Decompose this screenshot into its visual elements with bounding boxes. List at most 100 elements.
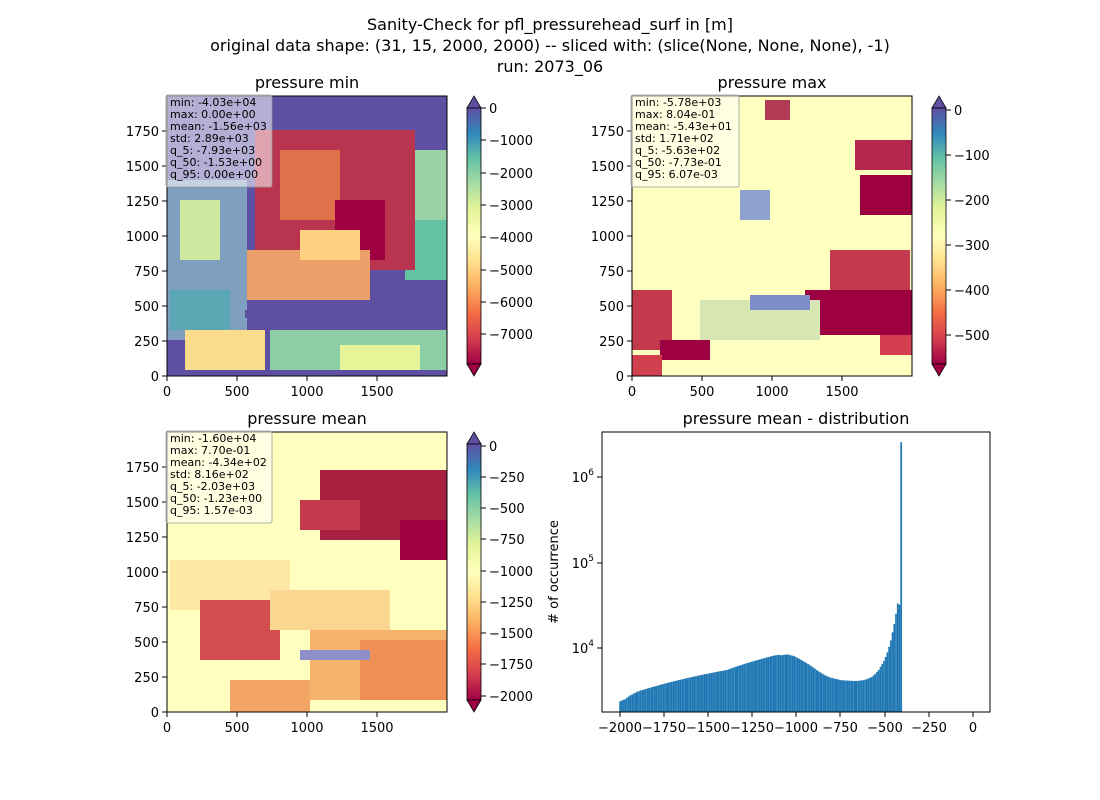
stat-line: q_50: -1.53e+00: [170, 156, 262, 169]
histogram-bar: [627, 696, 630, 712]
x-axis: 0 500 1000 1500: [163, 376, 394, 400]
colorbar-extend-min: [931, 363, 947, 377]
histogram-bar: [839, 680, 842, 712]
histogram-bar: [670, 681, 673, 712]
colorbar-tick-label: 0: [954, 104, 962, 119]
histogram-bar: [764, 657, 766, 712]
colorbar-tick-label: −1500: [489, 627, 533, 642]
histogram-bar: [814, 668, 816, 712]
colorbar-tick-label: −6000: [489, 296, 533, 311]
x-axis: 0 500 1000 1500: [628, 376, 859, 400]
histogram-bar: [860, 680, 863, 712]
histogram-bar: [872, 675, 875, 712]
y-tick-label: 1000: [591, 230, 624, 245]
histogram-bar: [807, 664, 809, 712]
histogram-bar: [722, 670, 725, 712]
histogram-bar: [895, 613, 897, 712]
histogram-bar: [652, 686, 654, 712]
histogram-bar: [677, 680, 680, 712]
histogram-bar: [781, 655, 784, 712]
histogram-bar: [808, 665, 811, 712]
x-tick-label: −250: [911, 721, 947, 736]
x-tick-label: 1500: [360, 721, 393, 736]
histogram-bar: [736, 666, 739, 712]
histogram-bar: [757, 659, 759, 712]
histogram-bar: [898, 604, 901, 712]
histogram-bar: [733, 667, 735, 712]
histogram-bar: [629, 695, 632, 712]
histogram-bar: [664, 683, 666, 712]
histogram-bar: [876, 671, 878, 712]
histogram-bar: [681, 679, 684, 712]
histogram-bar: [796, 657, 799, 712]
histogram-bar: [826, 676, 828, 712]
x-tick-label: 1500: [825, 385, 858, 400]
histogram-bar: [715, 671, 718, 712]
histogram-bar: [783, 654, 785, 712]
y-axis-label: # of occurrence: [547, 520, 562, 624]
histogram-bar: [774, 655, 777, 712]
histogram-bar: [646, 688, 649, 712]
histogram-bar: [831, 678, 834, 712]
colorbar-extend-min: [466, 363, 482, 377]
x-tick-label: 1500: [360, 385, 393, 400]
histogram-bar: [633, 693, 635, 712]
histogram-bar: [833, 678, 835, 712]
stat-line: q_50: -7.73e-01: [635, 156, 722, 169]
histogram-bar: [802, 660, 804, 712]
y-tick-label: 750: [134, 601, 159, 616]
colorbar-tick-label: −750: [489, 533, 525, 548]
colorbar-tick-label: −1000: [489, 134, 533, 149]
colorbar-tick-label: −4000: [489, 231, 533, 246]
y-tick-label: 0: [151, 370, 159, 385]
histogram-bar: [893, 623, 896, 712]
histogram-bar: [821, 673, 823, 712]
histogram-bar: [827, 676, 830, 712]
title-line-3: run: 2073_06: [497, 57, 603, 77]
histogram-bar: [838, 679, 840, 712]
histogram-bar: [641, 690, 644, 712]
panel-pressure-max: pressure max 0: [591, 73, 990, 400]
histogram-bar: [712, 672, 715, 712]
histogram-bar: [622, 699, 625, 712]
histogram-bar: [858, 680, 861, 712]
histogram-bar: [726, 669, 728, 712]
histogram-bar: [810, 666, 813, 712]
colorbar-tick-label: −2000: [489, 690, 533, 705]
x-tick-label: 0: [969, 721, 977, 736]
histogram-bar: [667, 682, 670, 712]
histogram-bar: [815, 669, 818, 712]
stat-line: mean: -5.43e+01: [635, 120, 732, 133]
histogram-bar: [739, 665, 742, 712]
histogram-bar: [702, 674, 704, 712]
histogram-bar: [691, 676, 694, 712]
histogram-bar: [638, 691, 640, 712]
histogram-bar: [693, 676, 696, 712]
histogram-bar: [829, 677, 832, 712]
histogram-bar: [657, 685, 659, 712]
histogram-bar: [824, 675, 827, 712]
y-tick-label: 250: [134, 671, 159, 686]
stat-line: q_95: 6.07e-03: [635, 168, 718, 181]
y-tick-label: 1750: [591, 125, 624, 140]
panel-title: pressure mean: [247, 409, 367, 428]
panel-title: pressure min: [255, 73, 359, 92]
stat-line: min: -5.78e+03: [635, 96, 721, 109]
histogram-bars: [619, 442, 903, 712]
colorbar-tick-label: −1750: [489, 658, 533, 673]
histogram-bar: [684, 678, 687, 712]
histogram-bar: [834, 678, 837, 712]
stats-box: min: -5.78e+03 max: 8.04e-01 mean: -5.43…: [630, 94, 740, 188]
stat-line: min: -4.03e+04: [170, 96, 256, 109]
histogram-bar: [660, 684, 663, 712]
x-axis: −2000 −1750 −1500 −1250 −1000 −750 −500 …: [598, 712, 977, 736]
histogram-bar: [662, 684, 665, 712]
histogram-bar: [843, 680, 846, 712]
y-tick-label: 1750: [126, 461, 159, 476]
panel-histogram: pressure mean - distribution −2000 −1750…: [547, 409, 991, 736]
histogram-bar: [886, 652, 889, 712]
histogram-bar: [708, 673, 711, 712]
colorbar-tick-label: −200: [954, 194, 990, 209]
histogram-bar: [639, 690, 642, 712]
